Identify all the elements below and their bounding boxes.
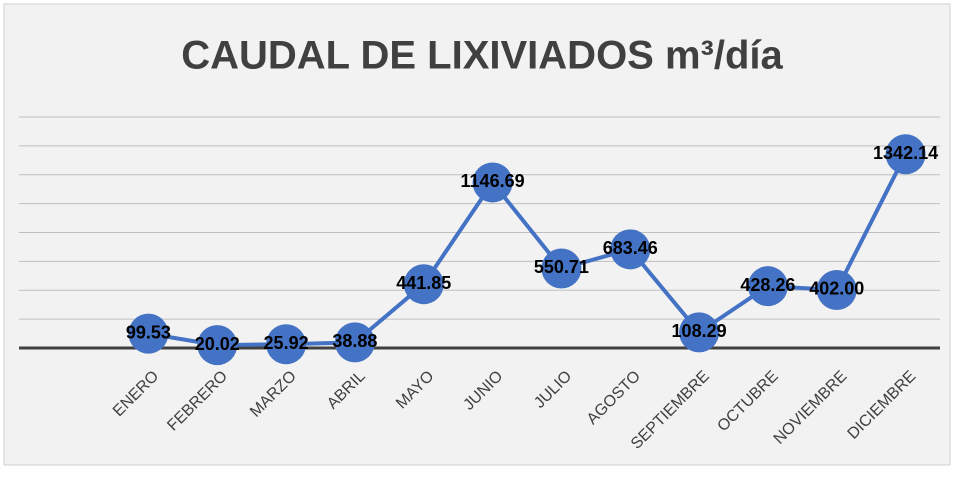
data-label: 550.71 <box>534 257 589 277</box>
data-label: 38.88 <box>332 331 377 351</box>
data-label: 1342.14 <box>873 143 938 163</box>
point <box>472 162 513 203</box>
data-label: 428.26 <box>740 275 795 295</box>
data-label: 25.92 <box>264 333 309 353</box>
data-label: 108.29 <box>672 321 727 341</box>
chart-background <box>3 3 951 466</box>
chart-title: CAUDAL DE LIXIVIADOS m³/día <box>181 34 783 78</box>
point <box>334 322 375 363</box>
point <box>128 313 169 354</box>
point <box>747 266 788 307</box>
point <box>266 324 307 365</box>
point <box>403 264 444 305</box>
data-label: 20.02 <box>195 334 240 354</box>
point <box>610 229 651 270</box>
point <box>679 312 720 353</box>
point <box>816 269 857 310</box>
point <box>885 134 926 175</box>
point <box>541 248 582 289</box>
data-label: 683.46 <box>603 238 658 258</box>
data-label: 441.85 <box>396 273 451 293</box>
data-label: 402.00 <box>809 279 864 299</box>
point <box>197 325 238 366</box>
data-label: 99.53 <box>126 322 171 342</box>
data-label: 1146.69 <box>461 171 525 191</box>
